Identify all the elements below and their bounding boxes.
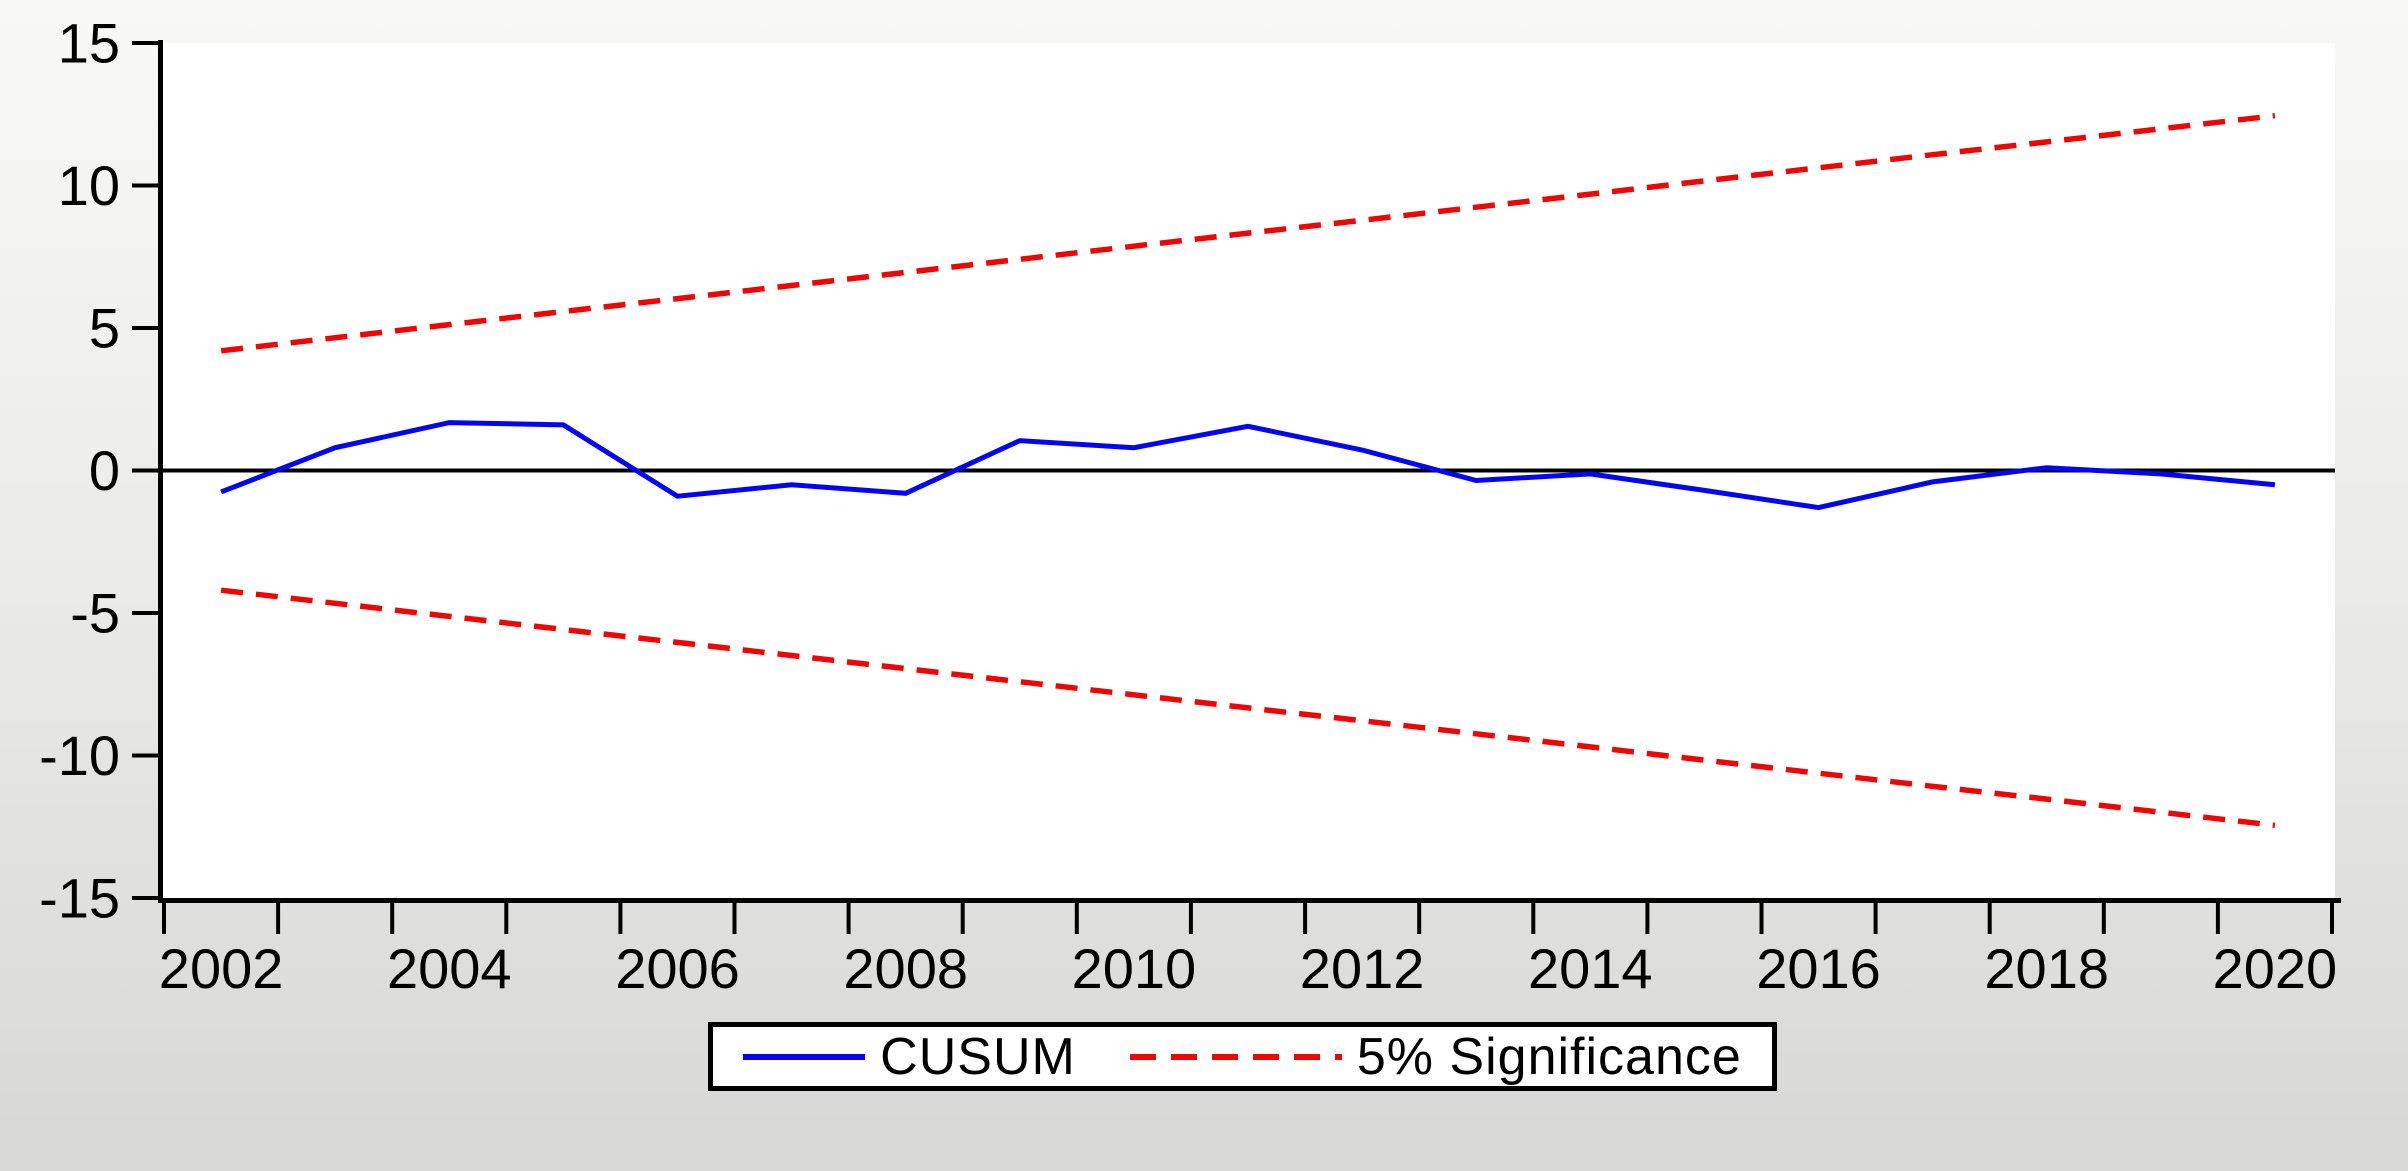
significance-upper-line (220, 112, 2276, 354)
y-tick-label: 5 (89, 297, 120, 360)
legend-label-significance: 5% Significance (1356, 1027, 1742, 1086)
x-tick-label: 2012 (1300, 937, 1425, 1000)
x-tick-label: 2008 (843, 937, 968, 1000)
significance-line-swatch (1129, 1053, 1342, 1060)
x-tick-label: 2014 (1528, 937, 1653, 1000)
x-tick-label: 2010 (1072, 937, 1197, 1000)
y-tick-label: 10 (58, 154, 120, 217)
y-tick-label: -5 (70, 582, 120, 645)
y-tick-label: -15 (39, 867, 120, 930)
y-tick-label: -10 (39, 724, 120, 787)
x-tick-label: 2016 (1756, 937, 1881, 1000)
legend-label-cusum: CUSUM (880, 1027, 1076, 1086)
legend: CUSUM 5% Significance (708, 1022, 1777, 1091)
legend-entry-significance: 5% Significance (1129, 1027, 1742, 1087)
x-tick-label: 2018 (1984, 937, 2109, 1000)
x-tick-label: 2006 (615, 937, 740, 1000)
significance-lower-line (220, 587, 2276, 829)
cusum-line (220, 420, 2276, 511)
x-tick-label: 2004 (387, 937, 512, 1000)
x-tick-label: 2020 (2213, 937, 2338, 1000)
y-tick-label: 0 (89, 439, 120, 502)
x-tick-label: 2002 (159, 937, 284, 1000)
y-tick-label: 15 (58, 12, 120, 75)
plot-background (163, 43, 2335, 903)
cusum-line-swatch (743, 1053, 866, 1060)
legend-entry-cusum: CUSUM (743, 1027, 1076, 1087)
